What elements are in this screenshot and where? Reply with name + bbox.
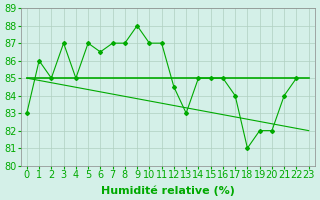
X-axis label: Humidité relative (%): Humidité relative (%) — [101, 185, 235, 196]
